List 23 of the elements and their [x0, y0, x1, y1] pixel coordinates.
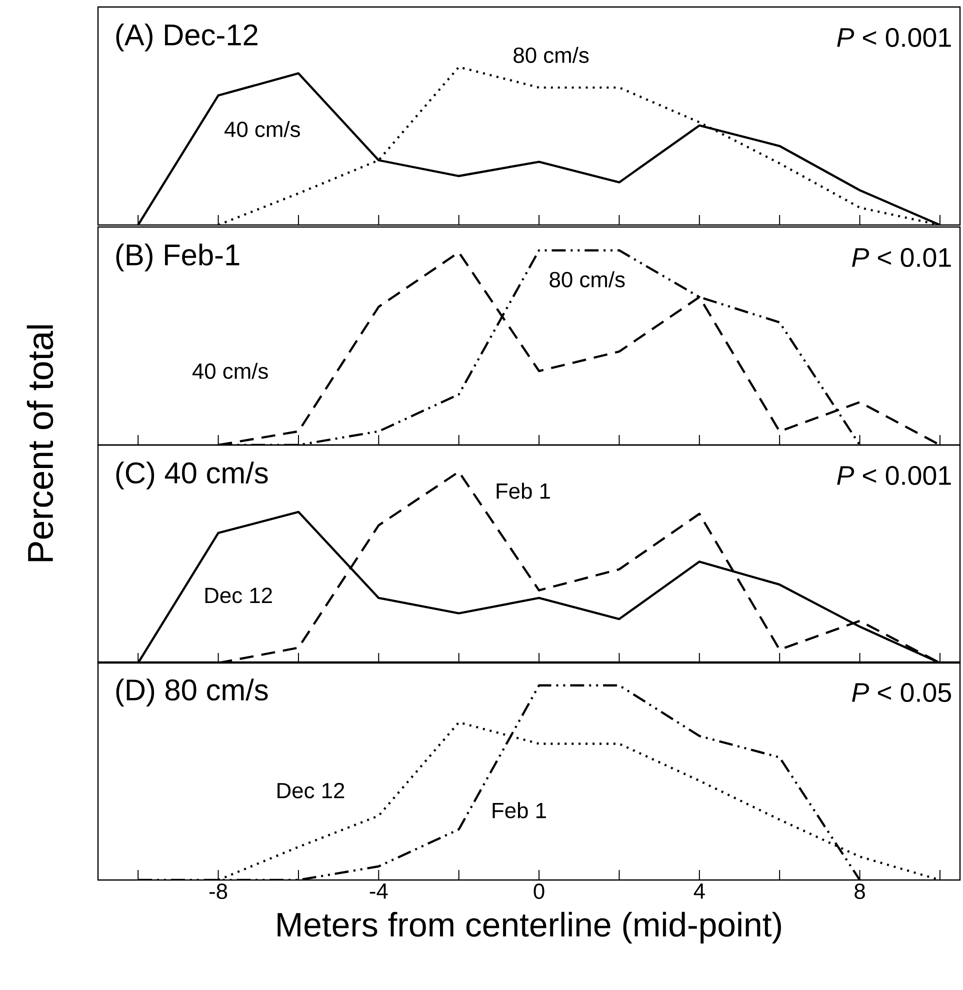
- annotation: P < 0.001: [837, 466, 951, 486]
- chart-title: (A) Dec-12: [116, 24, 258, 52]
- text: P < 0.001: [837, 28, 951, 48]
- annotation: P < 0.05: [852, 682, 952, 702]
- series-label: 80 cm/s: [514, 46, 589, 63]
- chart-title: (D) 80 cm/s: [116, 678, 268, 706]
- annotation: P < 0.01: [852, 248, 951, 268]
- y-axis-title: Percent of total: [26, 325, 54, 562]
- series-label: Feb 1: [492, 802, 546, 818]
- series-label: Dec 12: [205, 588, 272, 604]
- series-label: Dec 12: [278, 782, 344, 798]
- x-tick-label: -8: [210, 884, 228, 900]
- x-axis-title: Meters from centerline (mid-point): [278, 912, 781, 944]
- text: 40 cm/s: [192, 362, 268, 379]
- x-tick-label: 4: [694, 884, 705, 899]
- series-label: 40 cm/s: [224, 121, 300, 138]
- chart-title: (B) Feb-1: [116, 244, 240, 272]
- series-label: 80 cm/s: [550, 271, 625, 288]
- series-label: Feb 1: [496, 482, 550, 499]
- chart-title: (C) 40 cm/s: [116, 462, 268, 490]
- x-tick-label: -4: [370, 884, 388, 899]
- x-tick-label: 8: [854, 884, 865, 900]
- x-tick-label: 0: [534, 884, 544, 900]
